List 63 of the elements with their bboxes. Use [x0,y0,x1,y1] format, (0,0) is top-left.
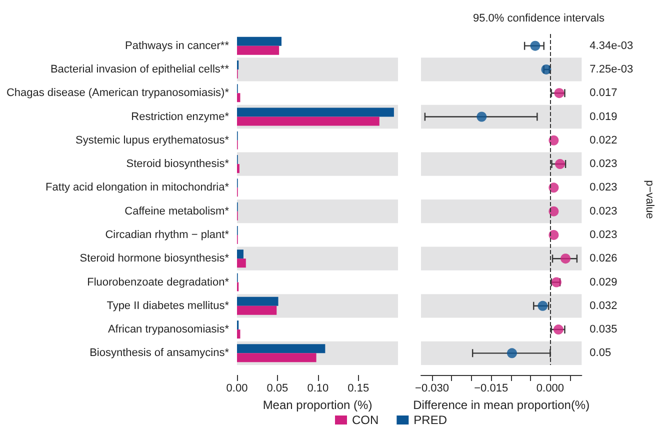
point [548,206,559,216]
x-axis-title: Difference in mean proportion(%) [413,398,590,412]
y-tick-label: Steroid biosynthesis* [126,158,230,170]
bar [237,330,240,339]
y-tick-label: Caffeine metabolism* [124,205,230,218]
x-tick-label: 0.05 [266,382,288,394]
point [554,88,564,98]
y2-tick-label: 0.026 [590,252,618,265]
point [538,300,548,311]
y2-tick-label: 7.25e-03 [590,63,634,76]
point [560,254,571,264]
y-tick-label: Type II diabetes mellitus* [106,300,230,312]
point [555,159,566,170]
y-tick-label: Restriction enzyme* [131,110,230,123]
bar [237,344,326,354]
bar [237,296,278,306]
y2-tick-label: 0.023 [590,205,618,218]
point [548,230,559,240]
y2-tick-label: 0.032 [590,300,618,312]
x-tick-label: 0.10 [307,382,329,394]
y2-tick-label: 0.05 [590,347,612,360]
point [548,135,559,146]
y-tick-label: Pathways in cancer** [125,40,230,52]
point [553,324,564,335]
point [548,182,559,193]
legend-label: CON [352,413,379,427]
bar [237,36,282,46]
y-tick-label: Chagas disease (American trypanosomiasis)* [6,87,230,100]
y2-tick-label: 0.023 [590,158,618,170]
y2-tick-label: 0.019 [590,110,618,123]
x-tick-label: 0.00 [226,382,248,394]
y2-tick-label: 0.029 [590,276,618,288]
legend-label: PRED [414,413,448,427]
y-tick-label: Bacterial invasion of epithelial cells** [50,63,230,76]
y-tick-label: Fluorobenzoate degradation* [87,276,230,288]
y2-tick-label: 0.023 [590,182,618,194]
point [506,348,517,358]
y-tick-label: Fatty acid elongation in mitochondria* [46,182,230,194]
x-tick-label: 0.000 [536,382,564,394]
y-tick-label: Steroid hormone biosynthesis* [80,252,230,265]
chart-title: 95.0% confidence intervals [473,12,605,24]
bar [237,353,316,362]
x-tick-label: −0.015 [474,382,508,394]
x-tick-label: 0.15 [348,382,370,394]
y2-tick-label: 0.023 [590,228,618,241]
y-tick-label: Systemic lupus erythematosus* [76,134,230,146]
y2-tick-label: 0.017 [590,87,618,100]
point [476,112,487,122]
bar [237,46,280,55]
y-tick-label: Circadian rhythm − plant* [105,228,230,241]
x-axis-title: Mean proportion (%) [262,398,372,412]
y-tick-label: Biosynthesis of ansamycins* [90,347,230,360]
y2-tick-label: 0.022 [590,134,618,146]
y2-tick-label: 4.34e-03 [590,40,634,52]
bar [237,306,277,315]
x-tick-label: −0.030 [415,382,450,394]
bar [237,93,240,102]
y-tick-label: African trypanosomiasis* [108,324,230,336]
bar [237,250,244,259]
y2-axis-title: p−value [644,180,656,219]
point [530,40,540,51]
y2-tick-label: 0.035 [590,324,618,336]
bar [237,258,246,268]
